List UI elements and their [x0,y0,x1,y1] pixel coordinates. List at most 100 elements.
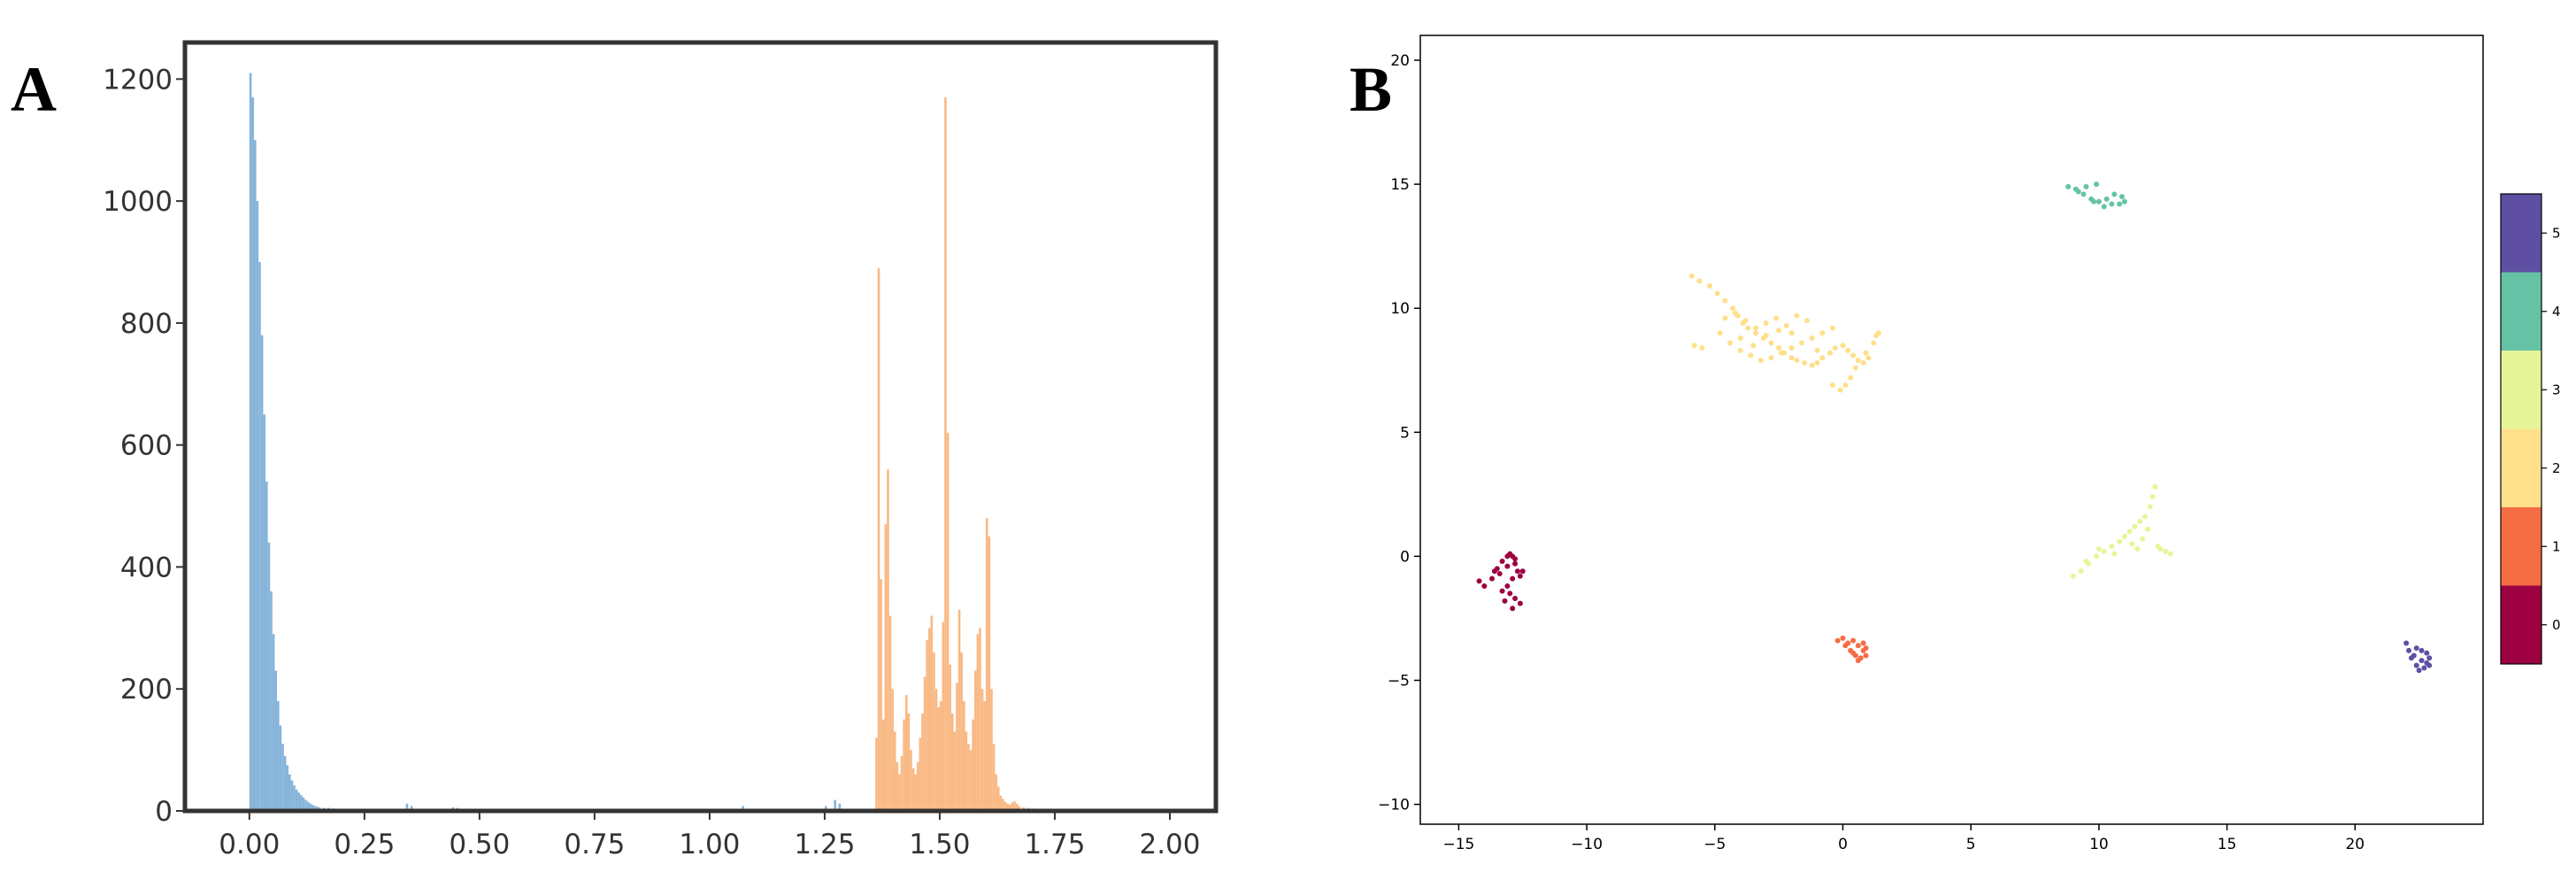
scatter-point [1717,330,1723,336]
y-tick-label: −10 [1378,797,1410,814]
scatter-point [1688,273,1695,279]
x-tick-label: 20 [2345,836,2365,853]
scatter-point [1510,606,1516,612]
scatter-point [2121,198,2127,204]
histogram-bar [254,140,257,811]
scatter-point [1491,568,1497,575]
histogram-bar [272,634,275,811]
histogram-bar [953,731,957,811]
plot-frame [182,40,1219,814]
y-tick-label: 1000 [103,186,173,218]
scatter-point [1737,347,1743,353]
histogram-bar [930,615,934,811]
histogram-bar [887,469,889,811]
scatter-point [2411,652,2417,659]
histogram-bar [290,780,294,811]
scatter-point [2117,201,2123,207]
colorbar-segment [2501,428,2541,507]
histogram-bar [1002,799,1004,811]
histogram-bar [302,797,305,811]
scatter-point [2152,483,2158,490]
scatter-point [1819,355,1826,361]
histogram-bar [309,803,312,811]
histogram-bar [996,786,1000,811]
scatter-point [1837,387,1843,393]
scatter-point [1768,340,1774,346]
scatter-point [1819,330,1826,336]
x-tick-label: 1.75 [1024,829,1085,860]
scatter-chart: −15 −10 −5 0 5 10 15 20 −10 −5 0 5 10 15 20 0 1 2 3 4 5 [1378,35,2561,853]
scatter-point [1512,596,1519,602]
scatter-point [1794,313,1800,319]
scatter-point [1691,343,1697,349]
x-tick-label: 1.25 [794,829,855,860]
colorbar-segment [2501,507,2541,586]
scatter-point [2132,523,2138,529]
scatter-point [1863,652,1869,659]
y-tick-label: 600 [120,430,173,462]
scatter-point [2109,201,2115,207]
histogram-bar [283,756,287,811]
scatter-point [1502,598,1508,604]
histogram-bar [1006,803,1009,811]
scatter-point [1814,359,1820,366]
scatter-point [1788,355,1795,361]
y-tick-label: 10 [1390,300,1410,318]
histogram-bar [293,785,296,811]
x-tick-label: 1.00 [679,829,740,860]
histogram-bar [281,744,284,811]
scatter-point [1863,350,1869,356]
histogram-bar [249,73,252,811]
scatter-point [2111,551,2118,557]
scatter-point [1519,568,1526,575]
histogram-bar [1008,805,1011,811]
scatter-point [1783,322,1789,328]
x-tick-label: −15 [1442,836,1474,853]
histogram-bar [919,737,922,811]
colorbar-tick-label: 0 [2552,617,2561,633]
scatter-point [2070,573,2076,579]
x-tick-label: 0.00 [219,829,280,860]
scatter-point [2083,559,2089,564]
histogram-bar [983,701,986,811]
y-tick-label: 200 [120,674,173,706]
colorbar-tick-label: 5 [2552,225,2561,241]
scatter-point [1727,340,1734,346]
scatter-point [1840,343,1846,349]
scatter-point [2134,545,2141,552]
histogram-bar [267,542,271,811]
histogram-bar [881,719,885,811]
scatter-point [2091,198,2097,204]
histogram-bar [979,628,981,811]
histogram-bar [933,652,935,811]
histogram-bar [297,792,301,811]
scatter-point [2167,551,2173,557]
histogram-bar [903,719,905,811]
histogram-bar [949,664,951,811]
y-tick-label: 15 [1390,176,1410,194]
histogram-bar [937,706,940,811]
histogram-bar [927,628,931,811]
scatter-point [1803,318,1810,324]
histogram-bar [270,591,273,811]
scatter-point [2094,181,2100,188]
scatter-point [1814,347,1820,353]
histogram-bar [960,652,963,811]
histogram-bar [304,799,307,811]
scatter-point [2129,541,2135,547]
scatter-point [1696,278,1703,284]
y-tick-label: 1200 [103,64,173,96]
scatter-point [2101,204,2107,210]
histogram-bar [1003,801,1007,811]
scatter-point [1832,345,1838,351]
scatter-point [1768,355,1774,361]
scatter-point [1496,571,1503,577]
colorbar-tick-label: 4 [2552,304,2561,320]
x-tick-label: 0.50 [449,829,510,860]
scatter-point [2109,544,2115,550]
scatter-point [1512,560,1519,567]
histogram-bar [990,689,993,811]
scatter-point [1722,297,1728,304]
scatter-point [1850,650,1857,656]
